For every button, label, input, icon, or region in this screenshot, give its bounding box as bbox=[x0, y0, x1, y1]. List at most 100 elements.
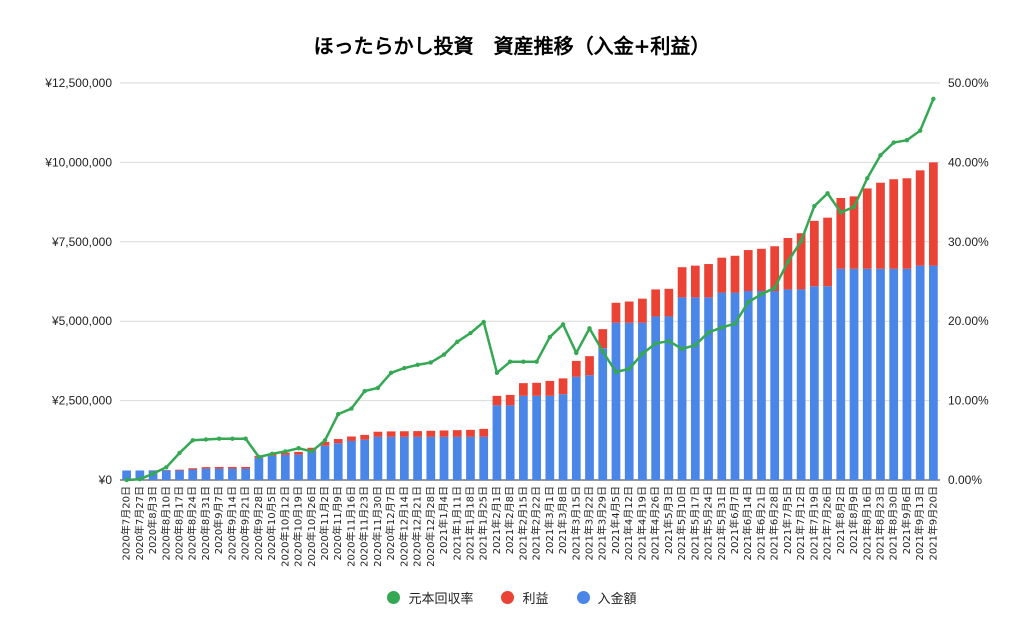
deposit-bar bbox=[862, 268, 872, 480]
profit-bar bbox=[492, 395, 502, 406]
deposit-bar bbox=[267, 455, 277, 480]
profit-bar bbox=[201, 467, 211, 469]
x-tick-label: 2021年2月8日 bbox=[503, 486, 516, 554]
deposit-bar bbox=[743, 291, 753, 480]
x-tick-label: 2020年10月26日 bbox=[305, 486, 318, 567]
x-tick-label: 2020年12月28日 bbox=[424, 486, 437, 567]
x-tick-label: 2021年4月5日 bbox=[609, 486, 622, 554]
recovery-rate-point bbox=[375, 385, 381, 391]
deposit-bar bbox=[307, 450, 317, 480]
x-tick-label: 2021年8月2日 bbox=[834, 486, 847, 554]
recovery-rate-point bbox=[190, 438, 195, 443]
x-tick-label: 2021年1月4日 bbox=[437, 486, 450, 554]
profit-bar bbox=[347, 436, 356, 441]
profit-bar bbox=[717, 257, 727, 293]
deposit-bar bbox=[505, 405, 515, 480]
deposit-bar bbox=[664, 316, 674, 480]
profit-bar bbox=[704, 264, 713, 298]
recovery-rate-point bbox=[574, 350, 579, 356]
deposit-bar bbox=[492, 405, 502, 480]
profit-bar bbox=[175, 469, 184, 471]
recovery-rate-point bbox=[732, 321, 738, 326]
x-tick-label: 2020年10月5日 bbox=[265, 486, 278, 561]
deposit-bar bbox=[161, 470, 171, 480]
deposit-bar bbox=[809, 286, 819, 480]
profit-bar bbox=[664, 288, 674, 317]
profit-bar bbox=[188, 468, 198, 470]
deposit-bar bbox=[439, 436, 449, 480]
deposit-bar bbox=[929, 265, 938, 480]
recovery-rate-point bbox=[719, 325, 724, 330]
x-tick-label: 2021年5月17日 bbox=[688, 486, 701, 561]
recovery-rate-point bbox=[216, 436, 222, 441]
x-tick-label: 2021年4月26日 bbox=[649, 486, 662, 561]
x-tick-label: 2021年3月1日 bbox=[543, 486, 556, 554]
profit-bar bbox=[770, 246, 780, 292]
x-tick-label: 2021年8月30日 bbox=[887, 486, 900, 561]
deposit-bar bbox=[849, 268, 859, 480]
profit-bar bbox=[611, 302, 621, 323]
profit-bar bbox=[399, 431, 409, 437]
recovery-rate-point bbox=[878, 153, 883, 158]
deposit-bar bbox=[677, 297, 687, 480]
profit-bar bbox=[466, 429, 475, 437]
recovery-rate-point bbox=[931, 96, 936, 102]
profit-bar bbox=[505, 394, 515, 406]
profit-bar bbox=[889, 179, 899, 269]
profit-bar bbox=[413, 431, 422, 437]
recovery-rate-point bbox=[521, 359, 526, 364]
deposit-bar bbox=[466, 436, 475, 480]
recovery-rate-point bbox=[666, 338, 672, 344]
y-left-tick-label: ¥0 bbox=[98, 473, 113, 487]
recovery-rate-point bbox=[468, 330, 473, 336]
x-tick-label: 2021年5月24日 bbox=[702, 486, 715, 561]
x-tick-label: 2020年10月19日 bbox=[292, 486, 305, 567]
x-tick-label: 2021年6月7日 bbox=[728, 486, 741, 554]
profit-bar bbox=[598, 329, 608, 349]
recovery-rate-point bbox=[838, 210, 844, 215]
recovery-rate-point bbox=[534, 359, 539, 364]
recovery-rate-point bbox=[441, 352, 447, 357]
x-tick-label: 2021年5月10日 bbox=[675, 486, 688, 561]
deposit-bar bbox=[889, 268, 899, 480]
recovery-rate-point bbox=[494, 370, 500, 376]
recovery-rate-point bbox=[693, 342, 698, 348]
profit-bar bbox=[333, 439, 343, 444]
recovery-rate-point bbox=[825, 191, 830, 196]
deposit-bar bbox=[796, 289, 806, 480]
profit-bar bbox=[386, 431, 396, 437]
x-tick-label: 2021年1月18日 bbox=[463, 486, 476, 561]
deposit-bar bbox=[532, 395, 541, 480]
x-tick-label: 2021年7月26日 bbox=[821, 486, 834, 561]
profit-bar bbox=[849, 196, 859, 269]
profit-bar bbox=[426, 430, 436, 437]
x-tick-label: 2021年5月31日 bbox=[715, 486, 728, 561]
x-tick-label: 2020年7月27日 bbox=[133, 486, 146, 561]
deposit-bar bbox=[545, 395, 555, 480]
profit-bar bbox=[651, 289, 661, 317]
recovery-rate-point bbox=[243, 436, 248, 441]
x-tick-label: 2021年1月25日 bbox=[477, 486, 490, 561]
x-tick-label: 2021年9月13日 bbox=[913, 486, 926, 561]
legend: 元本回収率 利益 入金額 bbox=[0, 588, 1024, 607]
y-left-tick-label: ¥7,500,000 bbox=[51, 235, 112, 249]
bars bbox=[122, 162, 938, 480]
recovery-rate-point bbox=[613, 369, 619, 375]
deposit-bar bbox=[519, 395, 528, 480]
y-right-tick-label: 50.00% bbox=[948, 76, 989, 90]
deposit-bar bbox=[413, 436, 422, 480]
recovery-rate-point bbox=[587, 326, 592, 331]
profit-bar bbox=[902, 178, 912, 269]
profit-bar bbox=[743, 250, 753, 292]
recovery-rate-point bbox=[640, 351, 645, 356]
y-left-tick-label: ¥2,500,000 bbox=[51, 394, 112, 408]
deposit-bar bbox=[638, 322, 647, 480]
deposit-bar bbox=[558, 394, 568, 480]
recovery-rate-point bbox=[865, 176, 870, 181]
deposit-bar bbox=[280, 454, 290, 480]
x-tick-label: 2021年5月3日 bbox=[662, 486, 675, 554]
legend-item: 入金額 bbox=[576, 588, 637, 607]
deposit-bar bbox=[651, 316, 661, 480]
x-tick-label: 2021年3月29日 bbox=[596, 486, 609, 561]
profit-bar bbox=[929, 162, 938, 266]
